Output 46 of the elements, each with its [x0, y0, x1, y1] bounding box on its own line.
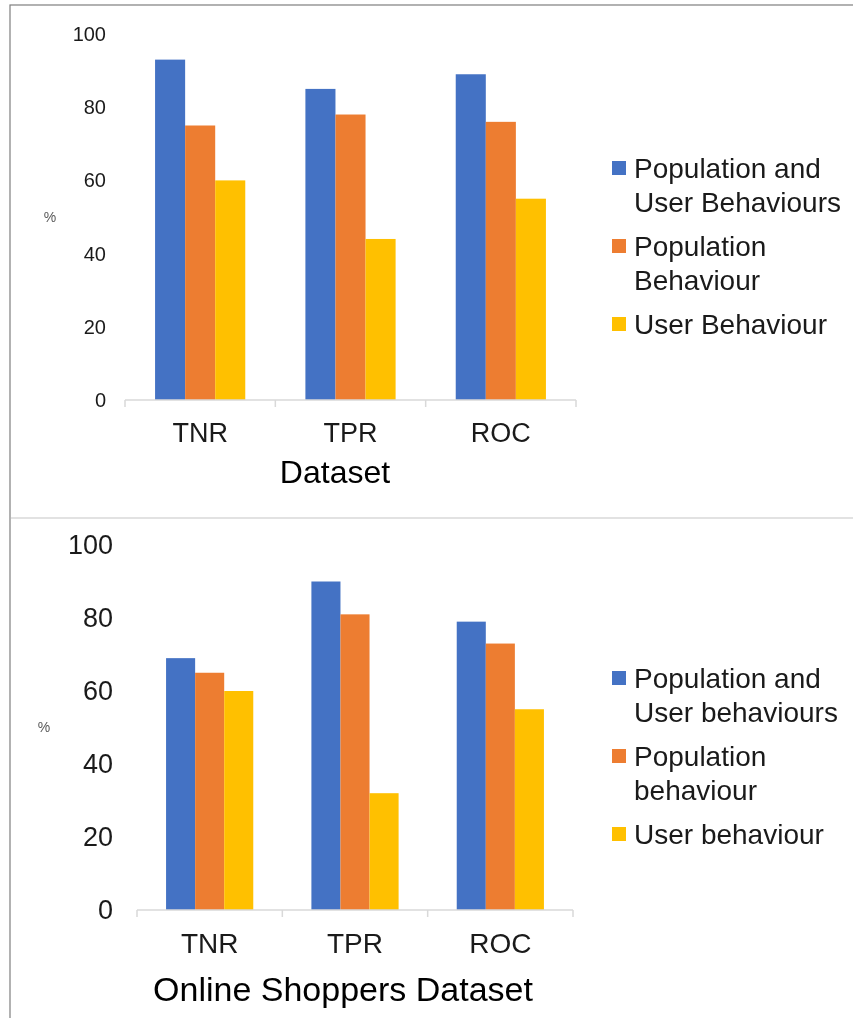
- y-tick-label: 40: [83, 242, 106, 265]
- bar: [455, 74, 486, 400]
- bar: [185, 125, 216, 400]
- bar: [155, 59, 186, 400]
- y-axis-title: %: [43, 208, 57, 225]
- bar: [515, 198, 546, 400]
- x-axis-title: Online Shoppers Dataset: [153, 970, 534, 1008]
- x-tick-label: TNR: [172, 418, 228, 448]
- bar: [456, 621, 486, 910]
- legend-label: User Behaviour: [634, 309, 827, 340]
- bar: [305, 88, 336, 400]
- y-tick-label: 40: [82, 749, 113, 780]
- y-tick-label: 60: [82, 676, 113, 707]
- y-tick-label: 0: [94, 389, 106, 411]
- bar: [365, 238, 396, 400]
- x-tick-label: TPR: [323, 418, 378, 448]
- legend-label: Population Behaviour: [634, 231, 767, 296]
- y-tick-label: 0: [97, 895, 113, 926]
- bar: [215, 180, 246, 400]
- y-tick-label: 80: [82, 603, 113, 634]
- x-tick-label: TPR: [327, 928, 383, 959]
- bar: [311, 581, 341, 910]
- y-tick-label: 100: [67, 530, 113, 561]
- x-tick-label: ROC: [469, 928, 532, 959]
- bar: [195, 672, 225, 910]
- bar: [224, 691, 254, 910]
- bar: [369, 793, 399, 910]
- y-axis-title: %: [37, 719, 51, 736]
- y-tick-label: 20: [83, 315, 106, 338]
- bar: [485, 643, 515, 910]
- legend-label: Population behaviour: [634, 741, 767, 806]
- bar: [514, 709, 544, 910]
- legend-label: Population and User behaviours: [634, 663, 838, 728]
- x-tick-label: ROC: [470, 418, 531, 448]
- bar: [340, 614, 370, 910]
- bar: [485, 121, 516, 400]
- y-tick-label: 20: [82, 822, 113, 853]
- x-tick-label: TNR: [180, 928, 239, 959]
- bar: [335, 114, 366, 400]
- bar: [166, 658, 196, 910]
- legend-label: User behaviour: [634, 819, 824, 850]
- y-tick-label: 80: [83, 96, 106, 119]
- legend-label: Population and User Behaviours: [634, 153, 841, 218]
- y-tick-label: 60: [83, 169, 106, 192]
- x-axis-title: Dataset: [279, 454, 391, 490]
- y-tick-label: 100: [72, 23, 106, 45]
